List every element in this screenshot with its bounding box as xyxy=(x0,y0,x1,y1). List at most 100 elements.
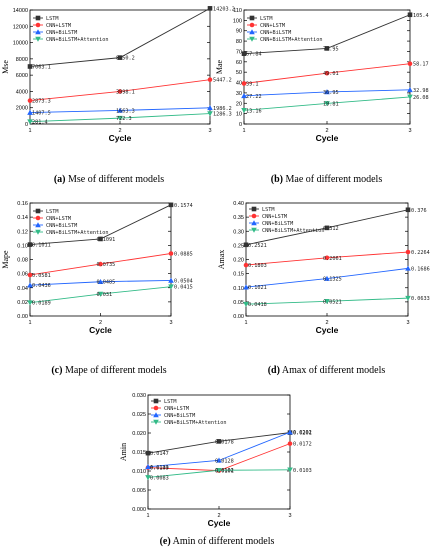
legend-label: CNN+BiLSTM xyxy=(164,413,195,419)
y-tick-label: 0.06 xyxy=(17,272,28,278)
data-label: 0.0128 xyxy=(215,458,234,464)
legend: LSTMCNN+LSTMCNN+BiLSTMCNN+BiLSTM+Attenti… xyxy=(33,15,108,43)
data-label: 0.1021 xyxy=(248,285,267,291)
data-point xyxy=(324,225,330,231)
data-label: 14203.2 xyxy=(213,6,235,12)
data-point xyxy=(216,467,222,474)
y-tick-label: 0.30 xyxy=(233,229,244,235)
legend-marker xyxy=(35,208,41,214)
series-cnn-lstm: 2873.3 3998.1 5447.2 xyxy=(27,77,232,105)
legend-label: CNN+BiLSTM+Attention xyxy=(260,37,322,43)
data-point xyxy=(117,107,123,113)
x-tick-label: 1 xyxy=(146,513,149,519)
chart-panel-mse: 0 2000 4000 6000 8000 10000 12000 14000 1 2 3 Cycle… xyxy=(0,0,235,190)
y-tick-label: 0.40 xyxy=(233,201,244,207)
x-axis-title: Cycle xyxy=(316,325,339,335)
y-axis-title: Mape xyxy=(1,250,10,269)
x-tick-label: 3 xyxy=(406,320,409,326)
data-point xyxy=(405,249,411,255)
data-point xyxy=(207,6,213,11)
data-label: 0.312 xyxy=(323,226,339,232)
legend-marker xyxy=(251,213,257,219)
x-tick-label: 2 xyxy=(99,320,102,326)
data-point xyxy=(241,108,247,114)
y-tick-label: 0.00 xyxy=(233,314,244,320)
data-point xyxy=(241,81,247,86)
data-label: 58.17 xyxy=(413,62,429,68)
series-cnn-bilstm-attention: 0.0418 0.0521 0.0633 xyxy=(243,295,430,308)
data-label: 0.0418 xyxy=(248,302,267,308)
y-axis-title: Amax xyxy=(217,250,226,270)
x-axis-title: Cycle xyxy=(208,518,231,528)
data-point xyxy=(243,301,249,307)
x-tick-label: 2 xyxy=(118,128,121,134)
data-point xyxy=(168,277,174,283)
data-point xyxy=(405,265,411,271)
data-label: 0.0189 xyxy=(32,301,51,307)
legend-marker xyxy=(35,215,41,221)
mse-chart-svg: 0 2000 4000 6000 8000 10000 12000 14000 1 2 3 Cycle… xyxy=(1,6,235,143)
data-label: 1663.3 xyxy=(116,108,135,114)
data-label: 281.4 xyxy=(32,120,48,126)
data-label: 13.16 xyxy=(246,108,262,114)
data-label: 1286.3 xyxy=(213,112,232,118)
y-tick-label: 4000 xyxy=(16,89,28,95)
data-label: 0.0178 xyxy=(215,439,234,445)
x-tick-label: 3 xyxy=(208,128,211,134)
y-tick-label: 100 xyxy=(233,18,242,24)
data-label: 32.98 xyxy=(413,88,429,94)
data-point xyxy=(407,94,413,100)
data-point xyxy=(27,242,33,247)
legend: LSTMCNN+LSTMCNN+BiLSTMCNN+BiLSTM+Attenti… xyxy=(33,208,108,236)
series-cnn-lstm: 0.1803 0.2061 0.2264 xyxy=(243,249,430,269)
legend-marker xyxy=(153,405,159,411)
data-point xyxy=(27,282,33,288)
data-point xyxy=(145,450,151,456)
caption-text: Mape of different models xyxy=(62,365,167,376)
chart-panel-mape: 0.00 0.02 0.04 0.06 0.08 0.10 0.12 0.14 0.16 1 2 3 C… xyxy=(0,195,218,385)
data-point xyxy=(207,111,213,117)
legend-label: CNN+BiLSTM xyxy=(46,30,77,36)
series-lstm: 0.1011 0.1091 0.1574 xyxy=(27,202,193,249)
data-label: 0.1574 xyxy=(174,203,193,209)
data-label: 0.0147 xyxy=(150,451,169,457)
data-point xyxy=(207,77,213,82)
legend-label: CNN+BiLSTM+Attention xyxy=(164,420,226,426)
y-tick-label: 0.015 xyxy=(132,450,146,456)
caption-amin: (e) Amin of different models xyxy=(108,536,326,547)
y-tick-label: 0.02 xyxy=(17,300,28,306)
data-point xyxy=(287,429,293,435)
caption-letter: (e) xyxy=(159,536,171,547)
data-label: 26.08 xyxy=(413,95,429,101)
mae-chart-svg: 0 10 20 30 40 50 60 70 80 90 100 110 1 2 3 Cycle Mae 67.8… xyxy=(215,8,429,143)
data-label: 722.3 xyxy=(116,116,132,122)
data-label: 1986.2 xyxy=(213,106,232,112)
data-label: 1407.5 xyxy=(32,111,51,117)
data-label: 0.0083 xyxy=(150,475,169,481)
data-point xyxy=(168,202,174,208)
data-point xyxy=(324,255,330,261)
data-label: 49.01 xyxy=(323,71,339,77)
data-label: 0.0201 xyxy=(293,431,312,437)
x-tick-label: 1 xyxy=(28,128,31,134)
y-tick-label: 50 xyxy=(236,70,242,76)
y-tick-label: 20 xyxy=(236,101,242,107)
y-tick-label: 60 xyxy=(236,60,242,66)
data-point xyxy=(324,101,330,107)
series-cnn-bilstm: 27.22 30.95 32.98 xyxy=(241,87,429,100)
x-tick-label: 3 xyxy=(288,513,291,519)
data-label: 0.1686 xyxy=(411,266,430,272)
x-tick-label: 2 xyxy=(325,128,328,134)
y-tick-label: 0.15 xyxy=(233,272,244,278)
data-point xyxy=(407,12,413,18)
x-tick-label: 1 xyxy=(242,128,245,134)
data-point xyxy=(287,467,293,473)
series-cnn-bilstm-attention: 0.0189 0.031 0.0415 xyxy=(27,284,193,307)
chart-panel-amin: 0.000 0.005 0.010 0.015 0.020 0.025 0.030 1 2 3 Cy… xyxy=(108,385,326,550)
legend-marker xyxy=(35,229,41,235)
y-tick-label: 0.10 xyxy=(17,243,28,249)
data-label: 0.0172 xyxy=(293,442,312,448)
y-tick-label: 6000 xyxy=(16,73,28,79)
data-point xyxy=(407,61,413,67)
data-label: 0.0101 xyxy=(215,469,234,475)
